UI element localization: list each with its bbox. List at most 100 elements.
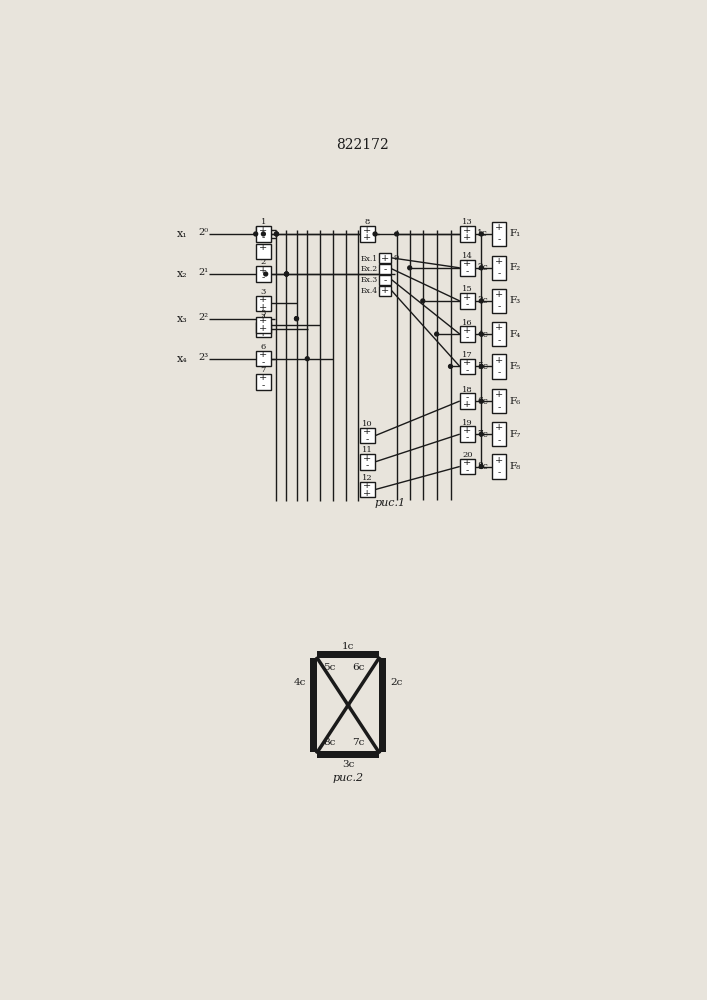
Circle shape xyxy=(479,465,483,468)
Circle shape xyxy=(284,272,288,276)
Bar xyxy=(379,286,391,296)
Circle shape xyxy=(254,232,257,236)
Text: 1с: 1с xyxy=(477,229,489,238)
Bar xyxy=(460,260,475,276)
Bar xyxy=(460,226,475,242)
Text: -: - xyxy=(498,269,501,278)
Text: 7с: 7с xyxy=(352,738,364,747)
Circle shape xyxy=(284,272,288,276)
Text: +: + xyxy=(363,233,371,242)
Text: 4: 4 xyxy=(261,314,266,322)
Text: +: + xyxy=(381,254,389,263)
Text: +: + xyxy=(259,329,267,338)
Text: +: + xyxy=(363,481,371,490)
Bar xyxy=(360,482,375,497)
Text: 4с: 4с xyxy=(293,678,305,687)
Bar xyxy=(317,651,379,658)
Text: 6: 6 xyxy=(261,343,266,351)
Text: +: + xyxy=(363,226,371,235)
Text: F₆: F₆ xyxy=(510,397,521,406)
Text: 5с: 5с xyxy=(324,663,336,672)
Bar xyxy=(256,317,271,333)
Text: 11: 11 xyxy=(362,446,373,454)
Text: F₈: F₈ xyxy=(510,462,521,471)
Circle shape xyxy=(408,266,411,270)
Bar xyxy=(310,658,317,705)
Text: 7с: 7с xyxy=(477,430,489,439)
Circle shape xyxy=(479,432,483,436)
Text: F₃: F₃ xyxy=(510,296,521,305)
Text: +: + xyxy=(259,373,267,382)
Circle shape xyxy=(305,357,309,361)
Text: -: - xyxy=(498,336,501,345)
Text: 2с: 2с xyxy=(390,678,403,687)
Text: +: + xyxy=(259,350,267,359)
Text: 7: 7 xyxy=(261,366,266,374)
Text: 9: 9 xyxy=(394,254,399,262)
Bar xyxy=(460,459,475,474)
Text: F₄: F₄ xyxy=(510,330,521,339)
Bar xyxy=(256,296,271,311)
Text: 8с: 8с xyxy=(477,462,489,471)
Text: 2с: 2с xyxy=(477,263,489,272)
Circle shape xyxy=(274,232,279,236)
Circle shape xyxy=(479,299,483,303)
Text: 2²: 2² xyxy=(198,313,208,322)
Text: +: + xyxy=(363,489,371,498)
Text: 1с: 1с xyxy=(342,642,354,651)
Bar xyxy=(256,374,271,389)
Circle shape xyxy=(479,364,483,368)
Circle shape xyxy=(284,272,288,276)
Text: +: + xyxy=(363,427,371,436)
Text: +: + xyxy=(463,458,472,467)
Text: +: + xyxy=(259,266,267,275)
Text: 12: 12 xyxy=(362,474,373,482)
Text: 2¹: 2¹ xyxy=(198,268,208,277)
Bar xyxy=(256,244,271,259)
Bar xyxy=(492,289,506,313)
Text: 8: 8 xyxy=(365,218,370,226)
Text: F₂: F₂ xyxy=(510,263,521,272)
Bar xyxy=(379,658,386,705)
Text: -: - xyxy=(262,233,265,242)
Text: -: - xyxy=(262,273,265,282)
Text: Бх.4: Бх.4 xyxy=(361,287,378,295)
Bar xyxy=(492,322,506,346)
Text: +: + xyxy=(259,243,267,252)
Circle shape xyxy=(479,332,483,336)
Bar xyxy=(256,351,271,366)
Bar xyxy=(460,426,475,442)
Bar xyxy=(492,256,506,280)
Text: 5с: 5с xyxy=(477,362,489,371)
Bar xyxy=(379,705,386,752)
Text: 6с: 6с xyxy=(352,663,364,672)
Text: 3: 3 xyxy=(261,288,266,296)
Circle shape xyxy=(479,232,483,236)
Text: -: - xyxy=(466,267,469,276)
Bar xyxy=(492,454,506,479)
Text: 822172: 822172 xyxy=(337,138,389,152)
Text: 17: 17 xyxy=(462,351,473,359)
Text: +: + xyxy=(463,326,472,335)
Text: F₇: F₇ xyxy=(510,430,521,439)
Text: 2³: 2³ xyxy=(198,353,208,362)
Bar xyxy=(460,326,475,342)
Text: 10: 10 xyxy=(362,420,373,428)
Text: +: + xyxy=(463,400,472,409)
Text: 14: 14 xyxy=(462,252,473,260)
Text: +: + xyxy=(495,223,503,232)
Bar xyxy=(492,222,506,246)
Text: -: - xyxy=(466,434,469,443)
Bar xyxy=(360,454,375,470)
Text: x₂: x₂ xyxy=(176,269,187,279)
Text: F₅: F₅ xyxy=(510,362,521,371)
Text: 5: 5 xyxy=(261,309,266,317)
Text: -: - xyxy=(466,333,469,342)
Text: +: + xyxy=(495,424,503,432)
Circle shape xyxy=(448,364,452,368)
Text: +: + xyxy=(381,286,389,295)
Text: 1: 1 xyxy=(261,218,266,226)
Text: +: + xyxy=(463,358,472,367)
Text: -: - xyxy=(466,300,469,309)
Text: +: + xyxy=(463,226,472,235)
